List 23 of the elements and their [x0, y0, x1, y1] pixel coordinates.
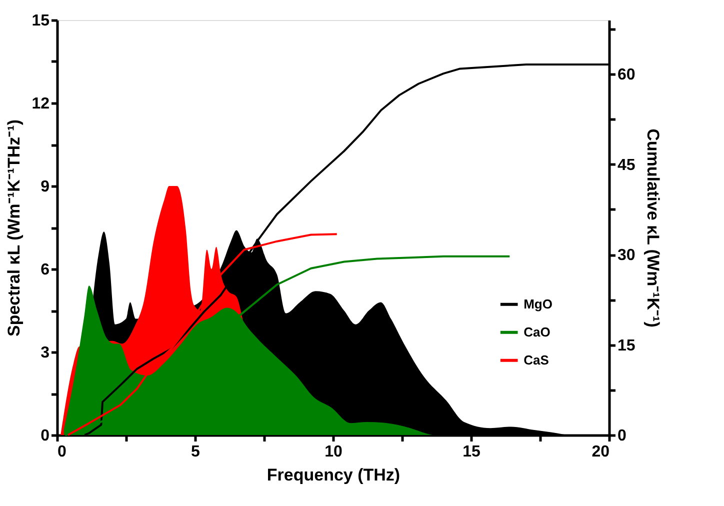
y-axis-title: Spectral κL (Wm⁻¹K⁻¹THz⁻¹)	[4, 120, 24, 336]
x-tick-label: 0	[58, 444, 66, 460]
y2-tick-label: 45	[618, 156, 636, 174]
y2-tick-label: 60	[618, 66, 636, 84]
x-axis-title: Frequency (THz)	[266, 466, 400, 484]
y-tick-label: 12	[32, 96, 50, 112]
legend-label: CaO	[524, 324, 550, 340]
x-tick-label: 20	[592, 444, 610, 460]
line-series	[64, 255, 511, 436]
y-tick-label: 6	[40, 262, 50, 278]
x-tick-label: 5	[191, 444, 200, 460]
y2-tick-label: 0	[618, 428, 626, 444]
x-tick-label: 15	[462, 444, 480, 460]
x-tick-label: 10	[324, 444, 342, 460]
y-tick-label: 9	[40, 178, 50, 196]
y-tick-label: 15	[32, 12, 50, 30]
legend-label: CaS	[524, 352, 550, 368]
y-tick-label: 3	[40, 344, 50, 362]
y-tick-label: 0	[40, 428, 50, 444]
y2-tick-label: 15	[618, 337, 636, 354]
y2-axis-title: Cumulative κL (Wm⁻¹K⁻¹)	[643, 128, 662, 328]
legend-label: MgO	[524, 296, 552, 312]
y2-tick-label: 30	[618, 247, 636, 264]
